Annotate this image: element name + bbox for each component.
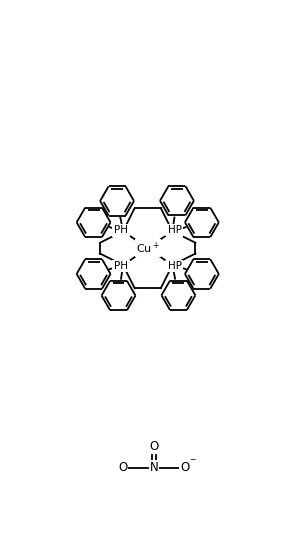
Text: HP: HP [168,226,182,235]
Text: PH: PH [114,261,128,271]
Text: $^{-}$: $^{-}$ [188,457,196,467]
Text: Cu$^+$: Cu$^+$ [136,240,160,256]
Text: O: O [118,461,128,474]
Text: O: O [180,461,189,474]
Text: HP: HP [168,261,182,271]
Text: PH: PH [114,226,128,235]
Text: N: N [149,461,158,474]
Text: O: O [149,440,158,453]
